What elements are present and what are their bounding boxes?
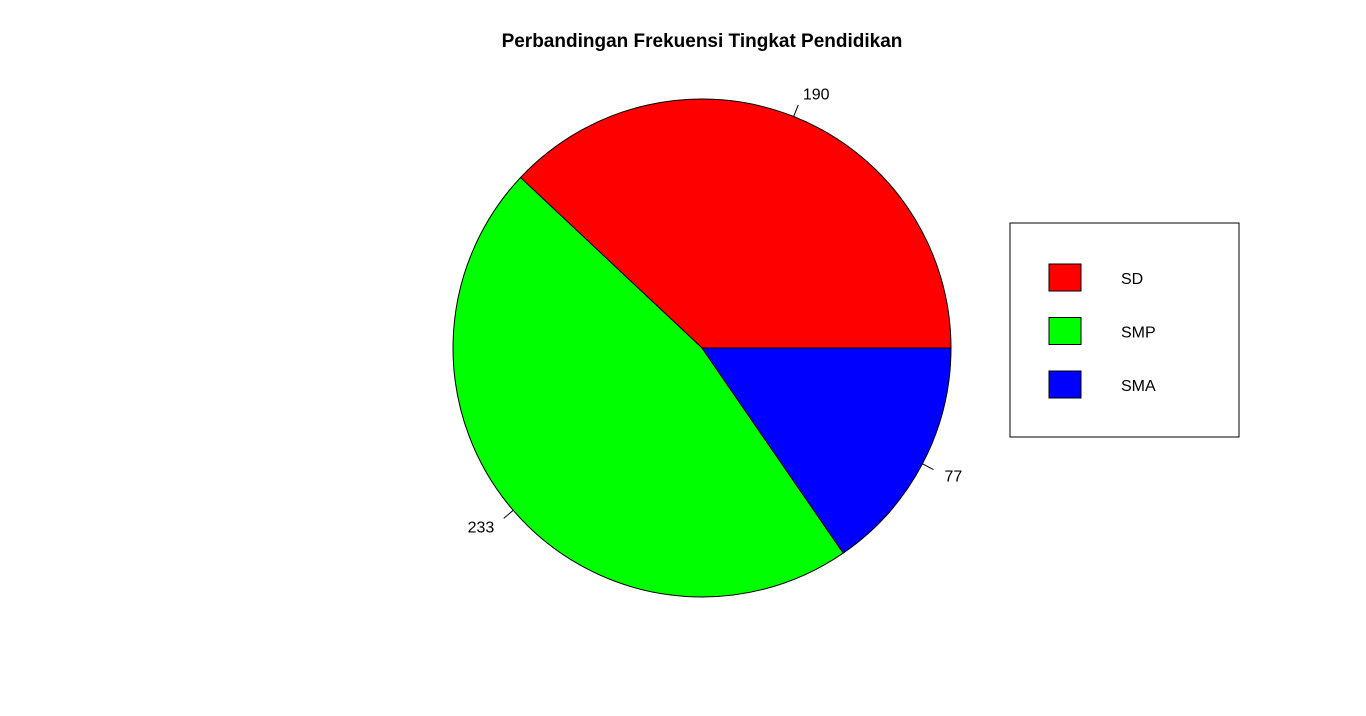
pie-slice-sd — [519, 98, 952, 349]
slice-value-label-sma: 77 — [944, 468, 962, 485]
slice-label-tick-sd — [793, 104, 799, 117]
pie-slice-labels: 190 233 77 — [468, 86, 963, 536]
slice-value-label-smp: 233 — [468, 520, 495, 537]
legend-key-smp — [1048, 317, 1082, 345]
legend: SD SMP SMA — [1009, 222, 1240, 438]
legend-label-smp: SMP — [1121, 325, 1156, 342]
slice-label-tick-sma — [922, 463, 934, 471]
legend-key-sma — [1048, 370, 1082, 399]
chart-title: Perbandingan Frekuensi Tingkat Pendidika… — [502, 31, 903, 52]
legend-key-sd — [1048, 263, 1082, 292]
legend-label-sma: SMA — [1121, 378, 1156, 395]
legend-label-sd: SD — [1121, 271, 1143, 288]
pie-slice-smp — [452, 176, 844, 598]
slice-label-tick-smp — [503, 509, 514, 519]
legend-box — [1009, 222, 1240, 438]
slice-value-label-sd: 190 — [803, 86, 830, 103]
pie-slice-sma — [701, 347, 952, 554]
pie-slices — [452, 98, 952, 598]
